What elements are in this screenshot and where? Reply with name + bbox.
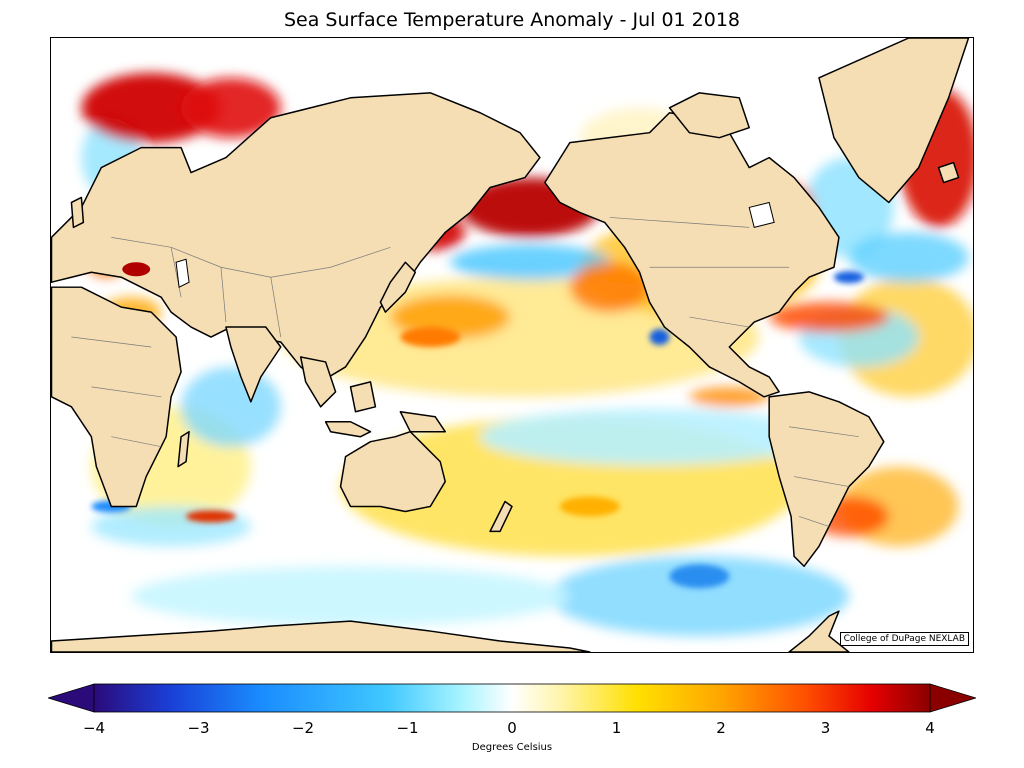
colorbar-label: Degrees Celsius <box>471 742 553 753</box>
borneo-land <box>349 381 377 413</box>
madagascar-land <box>177 430 190 468</box>
country-borders <box>71 217 859 527</box>
new-guinea-land <box>399 411 446 433</box>
map-panel[interactable]: College of DuPage NEXLAB <box>50 37 974 653</box>
new-zealand-land <box>489 500 513 533</box>
landmasses <box>51 38 970 652</box>
colorbar-tick-label: 1 <box>611 719 622 737</box>
south-america-land <box>768 391 885 568</box>
antarctica-peninsula-land <box>788 610 850 652</box>
australia-land <box>339 430 446 513</box>
india-land <box>225 326 282 403</box>
colorbar-min-extend <box>48 683 95 713</box>
colorbar-tick-label: 2 <box>716 719 726 737</box>
arctic-islands-land <box>668 92 750 139</box>
colorbar-tick-label: −4 <box>82 719 106 737</box>
colorbar-gradient <box>93 683 931 713</box>
black-sea-anomaly <box>122 262 151 277</box>
credit-label: College of DuPage NEXLAB <box>839 632 969 646</box>
colorbar-tick-label: −3 <box>187 719 210 737</box>
africa-land <box>51 286 182 508</box>
colorbar-tick-label: 0 <box>507 719 517 737</box>
colorbar-tick-label: 4 <box>925 719 935 737</box>
antarctica-land <box>51 620 591 652</box>
colorbar-max-extend <box>929 683 976 713</box>
iceland-land <box>937 161 960 184</box>
colorbar-tick-label: −1 <box>396 719 419 737</box>
indonesia-land <box>324 421 372 438</box>
anomaly-detail <box>91 271 864 589</box>
lakes <box>175 201 775 288</box>
colorbar <box>48 683 976 713</box>
britain-land <box>70 196 85 229</box>
anomaly-field <box>81 72 973 637</box>
colorbar-tick-label: −2 <box>291 719 315 737</box>
colorbar-tick-label: 3 <box>820 719 831 737</box>
indochina-land <box>299 356 337 408</box>
sst-anomaly-map <box>51 38 973 652</box>
map-title: Sea Surface Temperature Anomaly - Jul 01… <box>283 9 741 31</box>
greenland-land <box>818 38 970 204</box>
japan-land <box>379 261 417 313</box>
